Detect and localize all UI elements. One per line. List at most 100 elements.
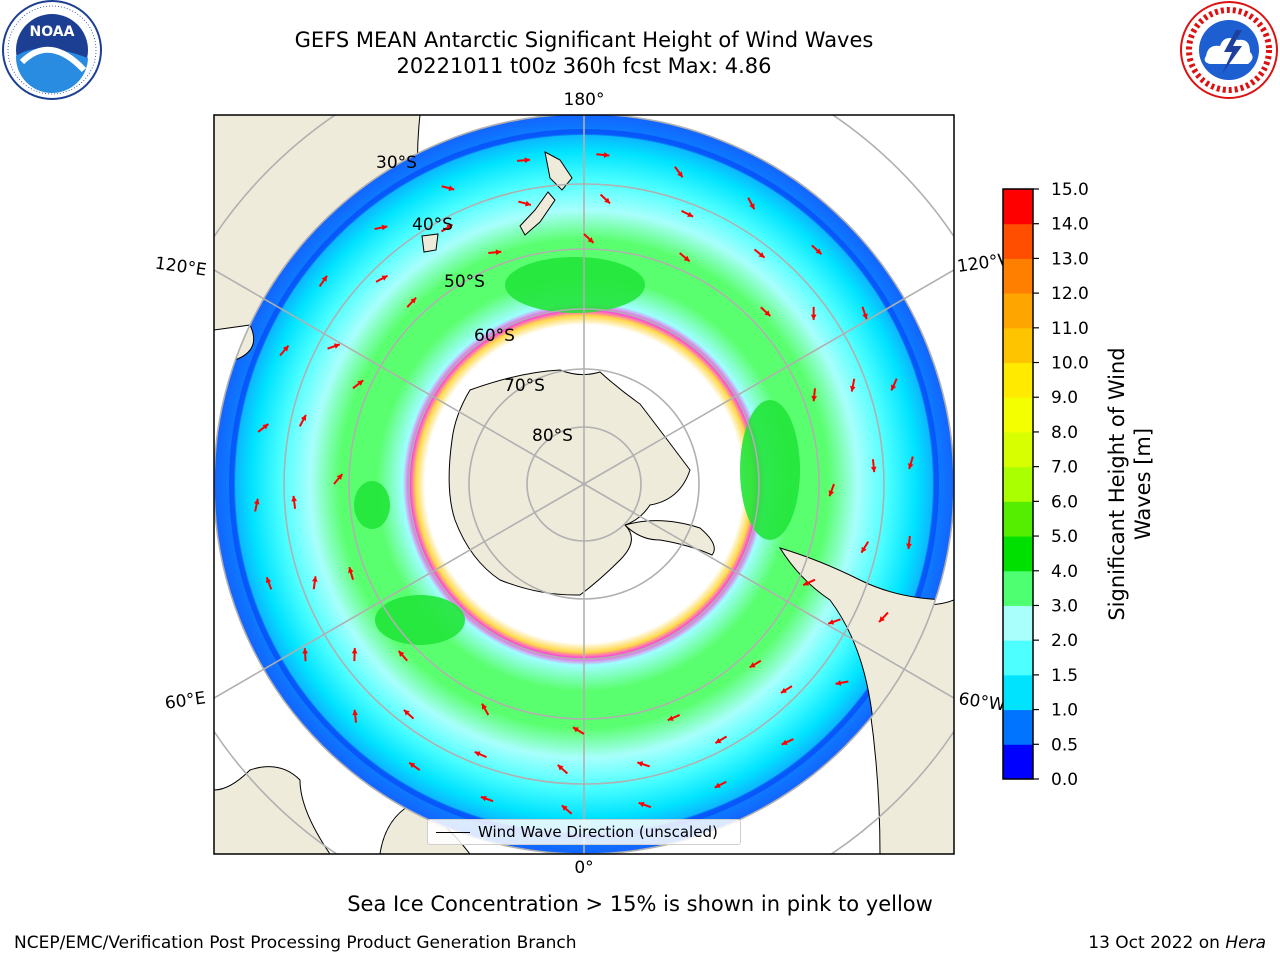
wind-wave-arrowhead: [907, 463, 914, 470]
wind-wave-arrowhead: [870, 466, 877, 473]
colorbar-tick-label: 10.0: [1051, 354, 1089, 374]
wind-wave-arrowhead: [781, 739, 788, 745]
colorbar-tick-label: 5.0: [1051, 527, 1078, 547]
wind-wave-arrowhead: [446, 224, 453, 230]
lat-label-50s: 50°S: [444, 272, 485, 292]
wind-wave-arrowhead: [495, 249, 502, 256]
colorbar-segment: [1003, 293, 1033, 329]
wind-wave-arrowhead: [333, 343, 340, 349]
colorbar-segment: [1003, 570, 1033, 606]
colorbar-label-line-1: Significant Height of Wind: [1105, 347, 1129, 620]
lon-label-60e: 60°E: [164, 688, 207, 713]
lon-label-0: 0°: [574, 858, 593, 878]
lat-label-70s: 70°S: [504, 376, 545, 396]
colorbar-tick-label: 8.0: [1051, 423, 1078, 443]
lat-label-80s: 80°S: [532, 426, 573, 446]
colorbar-segment: [1003, 327, 1033, 364]
colorbar-segment: [1003, 536, 1033, 572]
svg-text:NOAA: NOAA: [30, 24, 75, 40]
wind-wave-arrowhead: [398, 650, 405, 657]
wind-wave-arrowhead: [282, 345, 289, 352]
wind-wave-arrowhead: [683, 255, 690, 262]
wind-wave-arrowhead: [381, 224, 388, 231]
wind-wave-arrowhead: [572, 727, 579, 733]
footer-date-text: 13 Oct 2022 on: [1088, 933, 1226, 953]
wind-wave-arrowhead: [253, 498, 260, 505]
colorbar-tick-label: 1.5: [1051, 666, 1078, 686]
colorbar-segment: [1003, 258, 1033, 294]
wind-wave-arrowhead: [409, 762, 416, 769]
colorbar-segment: [1003, 709, 1033, 745]
wind-wave-arrowhead: [336, 474, 343, 480]
wind-wave-arrowhead: [890, 384, 897, 391]
wind-wave-arrowhead: [758, 252, 765, 258]
wind-wave-arrowhead: [828, 490, 835, 497]
map-frame: [213, 114, 955, 855]
wind-wave-arrowhead: [677, 171, 683, 178]
wind-wave-arrowhead: [764, 310, 771, 317]
wind-wave-arrowhead: [861, 546, 867, 553]
colorbar-segment: [1003, 397, 1033, 433]
map-legend: Wind Wave Direction (unscaled): [427, 819, 741, 845]
wind-wave-arrowhead: [357, 380, 364, 386]
title-line-2: 20221011 t00z 360h fcst Max: 4.86: [396, 54, 772, 78]
colorbar-tick-label: 2.0: [1051, 631, 1078, 651]
wind-wave-arrowhead: [849, 385, 856, 392]
wind-wave-arrowhead: [803, 580, 810, 586]
colorbar-tick-label: 3.0: [1051, 596, 1078, 616]
colorbar-tick-label: 11.0: [1051, 319, 1089, 339]
wind-wave-arrowhead: [835, 680, 842, 686]
wind-wave-arrowhead: [480, 795, 487, 802]
lat-label-40s: 40°S: [412, 215, 453, 235]
colorbar-tick-label: 0.0: [1051, 770, 1078, 790]
wind-wave-arrowhead: [351, 648, 358, 654]
footer-date: 13 Oct 2022 on Hera: [1088, 932, 1266, 954]
wind-wave-arrowhead: [262, 423, 269, 430]
wind-wave-arrowhead: [603, 152, 610, 158]
wind-wave-arrowhead: [311, 576, 318, 582]
wind-wave-arrowhead: [815, 248, 822, 255]
wind-wave-arrowhead: [906, 543, 912, 549]
wind-wave-arrowhead: [715, 737, 722, 744]
wind-wave-arrowhead: [879, 616, 885, 623]
colorbar-tick-label: 15.0: [1051, 180, 1089, 200]
colorbar-segment: [1003, 674, 1033, 711]
wind-wave-arrowhead: [302, 648, 309, 654]
footer-host: Hera: [1225, 933, 1266, 953]
colorbar-tick-label: 1.0: [1051, 701, 1078, 721]
wind-wave-arrowhead: [862, 313, 868, 320]
noaa-logo-icon: NOAA: [2, 0, 102, 100]
colorbar-tick-label: 14.0: [1051, 215, 1089, 235]
wind-wave-arrowhead: [524, 157, 531, 164]
wind-wave-arrowhead: [348, 567, 354, 574]
wind-wave-arrowhead: [265, 577, 272, 584]
colorbar-segment: [1003, 189, 1033, 225]
wind-wave-arrowhead: [604, 197, 611, 204]
colorbar-segment: [1003, 431, 1033, 468]
wind-wave-arrowhead: [321, 275, 328, 282]
wind-wave-arrowhead: [667, 715, 674, 721]
lat-label-60s: 60°S: [474, 326, 515, 346]
colorbar-segment: [1003, 466, 1033, 502]
wind-wave-arrowhead: [525, 200, 531, 207]
footer-credit: NCEP/EMC/Verification Post Processing Pr…: [14, 933, 577, 953]
wind-wave-arrowhead: [828, 619, 835, 625]
wind-wave-arrowhead: [587, 237, 594, 243]
wind-wave-arrowhead: [687, 211, 694, 217]
wind-wave-arrowhead: [811, 395, 818, 402]
wind-wave-arrowhead: [300, 414, 306, 421]
wind-wave-arrowhead: [714, 782, 721, 788]
wind-wave-arrowhead: [557, 764, 564, 771]
lon-label-180: 180°: [564, 90, 605, 110]
nws-logo-icon: [1180, 1, 1278, 99]
wind-wave-arrowhead: [780, 687, 787, 693]
lon-label-60w: 60°W: [957, 689, 1006, 715]
colorbar-segment: [1003, 744, 1033, 780]
colorbar-segment: [1003, 223, 1033, 259]
wind-wave-arrowhead: [561, 805, 568, 811]
wind-wave-arrowhead: [749, 662, 756, 668]
colorbar-segment: [1003, 605, 1033, 641]
colorbar: [1003, 189, 1033, 780]
colorbar-tick-label: 9.0: [1051, 388, 1078, 408]
colorbar-tick-label: 4.0: [1051, 562, 1078, 582]
